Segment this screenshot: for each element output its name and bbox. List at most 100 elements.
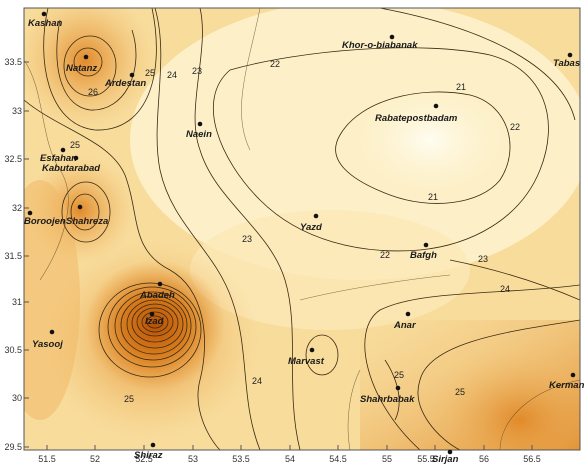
contour-24-west bbox=[154, 8, 261, 450]
field-peak bbox=[85, 260, 225, 390]
place-label-natanz: Natanz bbox=[66, 63, 97, 74]
contour-label-c23-center: 23 bbox=[242, 234, 252, 244]
place-dot bbox=[570, 372, 576, 378]
contour-thin-center bbox=[299, 274, 451, 301]
y-tick-label: 30 bbox=[12, 393, 22, 403]
place-naein[interactable]: Naein bbox=[186, 121, 212, 140]
y-tick-label: 33.5 bbox=[4, 57, 22, 67]
west-rings bbox=[61, 181, 111, 243]
x-tick-3: 53 bbox=[188, 445, 198, 464]
place-dot bbox=[567, 52, 573, 58]
contour-lines bbox=[24, 8, 580, 450]
y-tick-label: 32.5 bbox=[4, 154, 22, 164]
place-izad[interactable]: Izad bbox=[145, 311, 164, 327]
place-rabatepostbadam[interactable]: Rabatepostbadam bbox=[375, 103, 458, 124]
place-label-izad: Izad bbox=[145, 316, 164, 327]
contour-label-c26-north: 26 bbox=[88, 87, 98, 97]
contour-24-east bbox=[364, 284, 580, 450]
place-sirjan[interactable]: Sirjan bbox=[432, 449, 459, 465]
x-tick-0: 51.5 bbox=[38, 445, 56, 464]
x-tick-label: 55.5 bbox=[417, 454, 435, 464]
contour-label-c25-west: 25 bbox=[70, 140, 80, 150]
place-dot bbox=[83, 54, 89, 60]
x-tick-7: 55 bbox=[382, 445, 392, 464]
contour-marvast-loop bbox=[305, 334, 339, 376]
place-shahrbabak[interactable]: Shahrbabak bbox=[360, 385, 415, 405]
place-marvast[interactable]: Marvast bbox=[288, 347, 325, 367]
y-tick-5: 31 bbox=[12, 297, 29, 307]
x-tick-6: 54.5 bbox=[329, 445, 347, 464]
place-dot bbox=[433, 103, 439, 109]
y-tick-4: 31.5 bbox=[4, 251, 29, 261]
place-dot bbox=[129, 72, 135, 78]
place-kerman[interactable]: Kerman bbox=[549, 372, 585, 391]
contour-label-c24-top: 24 bbox=[167, 70, 177, 80]
place-anar[interactable]: Anar bbox=[393, 311, 417, 331]
contour-label-c22-top: 22 bbox=[270, 59, 280, 69]
place-natanz[interactable]: Natanz bbox=[66, 54, 97, 74]
place-shahreza[interactable]: Shahreza bbox=[66, 204, 108, 227]
y-tick-label: 33 bbox=[12, 106, 22, 116]
x-axis: 51.5 52 52.5 53 53.5 54 54.5 55 55.5 56 … bbox=[38, 445, 541, 464]
place-abadeh[interactable]: Abadeh bbox=[139, 281, 175, 301]
place-label-naein: Naein bbox=[186, 129, 212, 140]
contour-21-loop bbox=[335, 91, 511, 204]
place-esfahan[interactable]: Esfahan bbox=[40, 147, 77, 164]
contour-label-c25-north: 25 bbox=[145, 68, 155, 78]
place-tabas[interactable]: Tabas bbox=[553, 52, 580, 69]
x-tick-2: 52.5 bbox=[135, 445, 153, 464]
place-label-tabas: Tabas bbox=[553, 58, 580, 69]
y-tick-0: 33.5 bbox=[4, 57, 29, 67]
contour-label-c25-south: 25 bbox=[394, 370, 404, 380]
contour-label-c21-ne2: 21 bbox=[428, 192, 438, 202]
place-yazd[interactable]: Yazd bbox=[300, 213, 322, 233]
place-label-yazd: Yazd bbox=[300, 222, 322, 233]
place-khor-o-biabanak[interactable]: Khor-o-biabanak bbox=[342, 34, 418, 51]
place-label-boroojen: Boroojen bbox=[24, 216, 66, 227]
contour-value-labels: 22 23 24 25 26 21 21 22 23 22 23 24 25 2… bbox=[70, 59, 520, 404]
place-bafgh[interactable]: Bafgh bbox=[410, 242, 437, 261]
place-ardestan[interactable]: Ardestan bbox=[104, 72, 146, 89]
place-dot bbox=[447, 449, 453, 455]
contour-label-c23-top: 23 bbox=[192, 66, 202, 76]
place-label-kabutarabad: Kabutarabad bbox=[42, 163, 100, 174]
y-tick-label: 29.5 bbox=[4, 442, 22, 452]
place-dot bbox=[27, 210, 33, 216]
place-dot bbox=[150, 442, 156, 448]
place-kabutarabad[interactable]: Kabutarabad bbox=[42, 155, 100, 174]
place-kashan[interactable]: Kashan bbox=[28, 11, 63, 29]
place-dot bbox=[149, 311, 155, 317]
place-label-bafgh: Bafgh bbox=[410, 250, 437, 261]
contour-label-c23-east: 23 bbox=[478, 254, 488, 264]
place-label-kerman: Kerman bbox=[549, 380, 585, 391]
x-tick-label: 56 bbox=[479, 454, 489, 464]
x-tick-label: 52.5 bbox=[135, 454, 153, 464]
contour-label-c21-ne: 21 bbox=[456, 82, 466, 92]
place-dot bbox=[423, 242, 429, 248]
place-dot bbox=[60, 147, 66, 153]
y-tick-8: 29.5 bbox=[4, 442, 29, 452]
field-north-hot bbox=[24, 8, 155, 130]
place-shiraz[interactable]: Shiraz bbox=[134, 442, 163, 461]
place-yasooj[interactable]: Yasooj bbox=[32, 329, 63, 350]
contour-label-c24-south: 24 bbox=[252, 376, 262, 386]
contour-23-east bbox=[449, 259, 580, 301]
place-label-sirjan: Sirjan bbox=[432, 454, 459, 465]
y-tick-label: 30.5 bbox=[4, 345, 22, 355]
x-tick-label: 51.5 bbox=[38, 454, 56, 464]
contour-thin-south bbox=[347, 369, 361, 450]
x-tick-label: 53.5 bbox=[232, 454, 250, 464]
contour-label-c25-southeast: 25 bbox=[455, 387, 465, 397]
place-label-shahreza: Shahreza bbox=[66, 216, 108, 227]
contour-label-c22-bafgh: 22 bbox=[380, 250, 390, 260]
place-dot bbox=[395, 385, 401, 391]
place-dot bbox=[313, 213, 319, 219]
y-tick-3: 32 bbox=[12, 203, 29, 213]
field-west-edge bbox=[24, 180, 80, 420]
x-tick-label: 52 bbox=[90, 454, 100, 464]
place-boroojen[interactable]: Boroojen bbox=[24, 210, 66, 227]
place-label-yasooj: Yasooj bbox=[32, 339, 63, 350]
contour-label-c24-east: 24 bbox=[500, 284, 510, 294]
